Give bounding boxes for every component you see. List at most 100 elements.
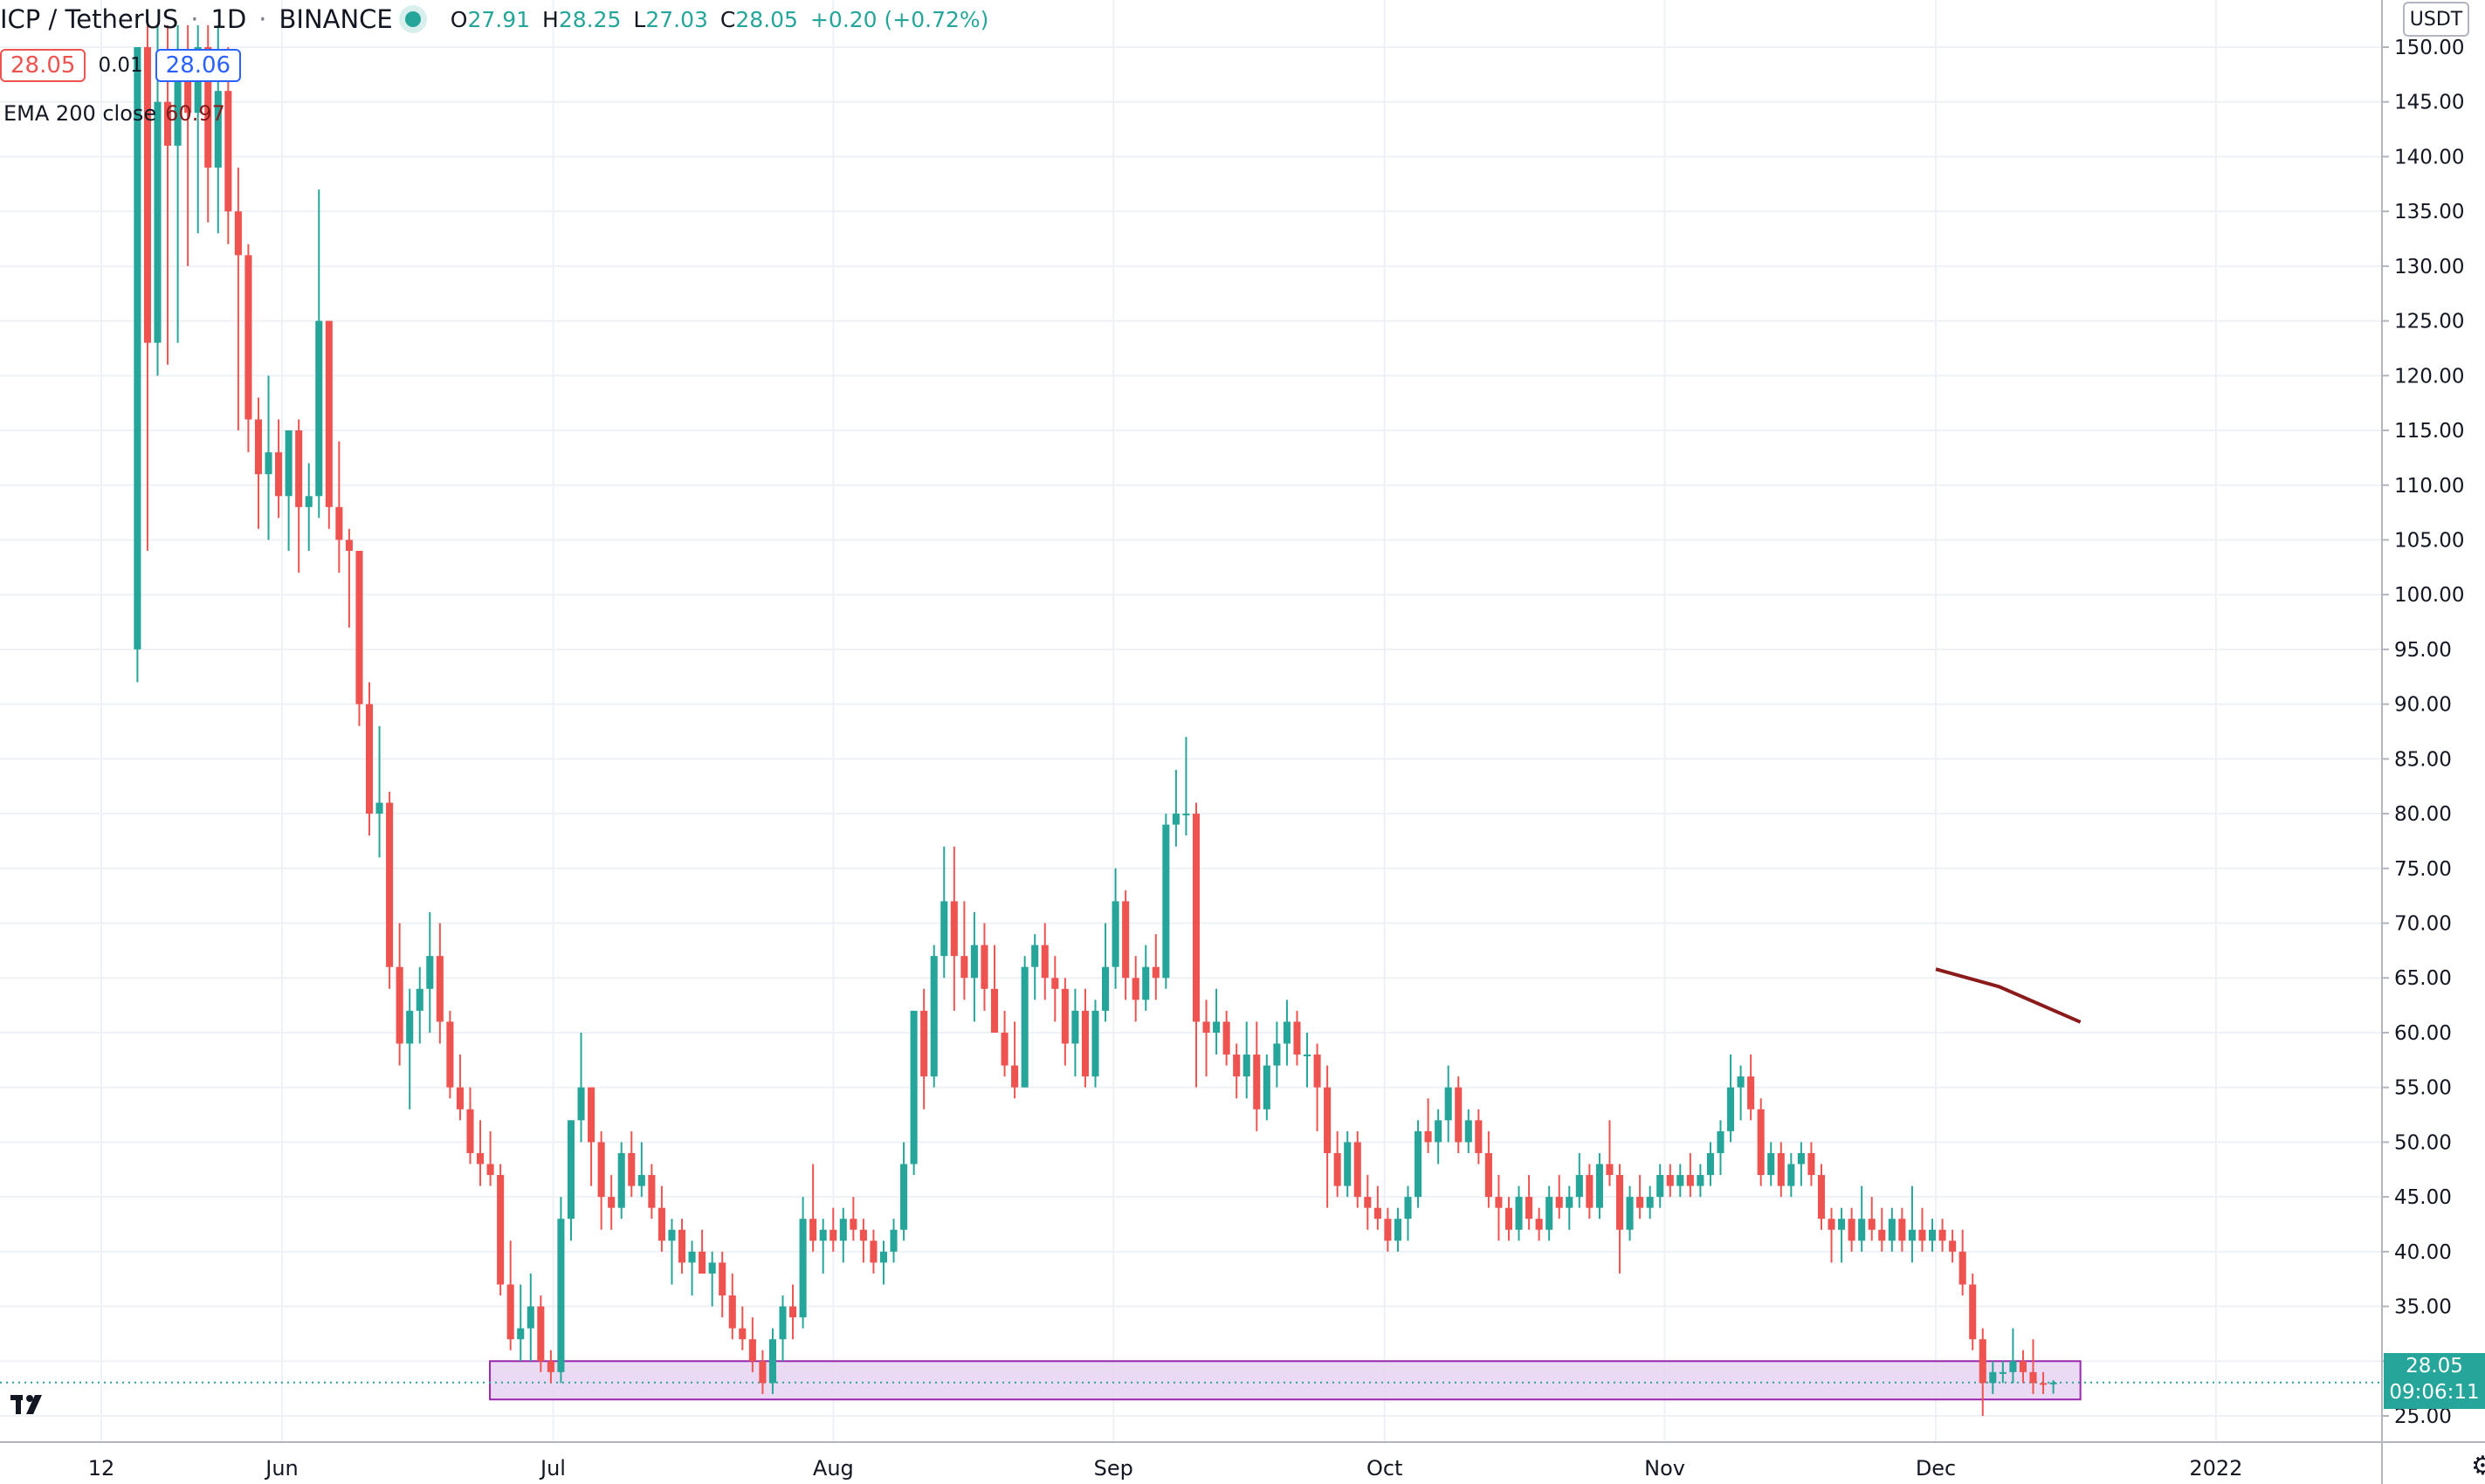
candle-body (1464, 1120, 1472, 1143)
spread-value: 0.01 (98, 54, 143, 77)
candle-body (265, 452, 272, 475)
y-tick-label: 70.00 (2394, 913, 2452, 936)
candle-body (365, 704, 374, 814)
candle-body (285, 430, 293, 497)
x-tick-label: Jul (539, 1456, 566, 1481)
candle-body (527, 1306, 534, 1329)
sell-price-button[interactable]: 28.05 (0, 49, 86, 82)
candle-body (1858, 1219, 1866, 1241)
candle-body (779, 1306, 787, 1340)
candle-body (1162, 824, 1170, 979)
candle-body (426, 956, 434, 989)
candle-body (1091, 1010, 1099, 1077)
candle-body (1797, 1152, 1805, 1165)
candle-body (1283, 1021, 1291, 1044)
candle-body (1999, 1371, 2007, 1374)
candle-body (184, 69, 192, 113)
header-separator: · (190, 4, 199, 34)
x-tick-label: Sep (1094, 1456, 1133, 1481)
candle-body (1706, 1152, 1714, 1176)
candle-body (2040, 1383, 2048, 1385)
candle-body (759, 1361, 767, 1384)
symbol-name[interactable]: ICP / TetherUS (0, 4, 179, 34)
candle-body (244, 255, 252, 420)
candle-body (1949, 1240, 1957, 1252)
y-tick-label: 135.00 (2394, 201, 2464, 223)
candle-body (355, 551, 363, 704)
interval-label[interactable]: 1D (210, 4, 247, 34)
candle-body (1001, 1032, 1008, 1066)
candle-body (1172, 814, 1180, 825)
candle-body (1646, 1197, 1654, 1208)
high-value: 28.25 (558, 6, 622, 32)
bid-ask-box: 28.05 0.01 28.06 (0, 47, 242, 84)
high-key: H (542, 6, 559, 32)
candle-body (446, 1021, 454, 1088)
candle-body (1051, 978, 1059, 989)
currency-label[interactable]: USDT (2403, 2, 2469, 37)
bar-countdown: 09:06:11 (2389, 1381, 2480, 1404)
market-status-icon (404, 11, 421, 27)
candle-body (506, 1284, 514, 1340)
candle-body (728, 1295, 736, 1329)
y-tick-label: 100.00 (2394, 584, 2464, 607)
symbol-header: ICP / TetherUS · 1D · BINANCE O27.91 H28… (0, 0, 1001, 38)
x-tick-label: Jun (264, 1456, 299, 1481)
y-tick-label: 115.00 (2394, 420, 2464, 443)
candle-body (1263, 1065, 1270, 1110)
candle-body (1848, 1219, 1855, 1241)
candle-body (1071, 1010, 1079, 1044)
support-zone-rect (489, 1360, 2082, 1401)
candle-body (466, 1109, 474, 1153)
candle-body (879, 1251, 888, 1263)
candle-body (1233, 1055, 1241, 1077)
candle-body (1727, 1087, 1735, 1131)
candle-body (859, 1229, 867, 1241)
tradingview-logo[interactable] (9, 1383, 52, 1426)
y-tick-label: 25.00 (2394, 1405, 2452, 1428)
ema-legend[interactable]: EMA 200 close 60.97 (3, 101, 225, 126)
candle-body (1364, 1197, 1372, 1208)
candle-body (890, 1229, 898, 1252)
candle-body (617, 1152, 625, 1208)
candle-body (809, 1219, 817, 1241)
candle-body (497, 1175, 505, 1285)
candle-body (517, 1328, 525, 1340)
buy-price-button[interactable]: 28.06 (155, 49, 242, 82)
y-tick-label: 55.00 (2394, 1077, 2452, 1100)
candle-body (164, 101, 172, 146)
y-tick-label: 90.00 (2394, 694, 2452, 717)
candle-body (819, 1229, 827, 1241)
candle-body (1021, 966, 1029, 1088)
last-price-tag: 28.05 09:06:11 (2384, 1353, 2485, 1409)
candle-body (406, 1010, 414, 1044)
candle-body (1455, 1087, 1463, 1143)
close-value: 28.05 (735, 6, 798, 32)
candle-body (1011, 1065, 1019, 1088)
candle-body (1475, 1120, 1483, 1153)
y-tick-label: 75.00 (2394, 858, 2452, 881)
y-tick-label: 45.00 (2394, 1186, 2452, 1209)
candle-body (134, 47, 141, 649)
candle-body (2049, 1382, 2057, 1384)
candle-body (1373, 1207, 1381, 1219)
candle-body (1444, 1087, 1452, 1121)
candle-body (477, 1152, 485, 1165)
candle-body (547, 1361, 554, 1372)
candle-body (789, 1306, 797, 1318)
candle-body (1878, 1229, 1886, 1241)
candle-body (1656, 1175, 1664, 1198)
y-tick-label: 125.00 (2394, 311, 2464, 333)
candle-body (1566, 1197, 1573, 1208)
last-price: 28.05 (2406, 1355, 2463, 1378)
candle-body (315, 320, 323, 497)
candle-body (1142, 966, 1150, 1000)
candle-body (456, 1087, 464, 1110)
settings-gear-icon[interactable]: ⚙ (2471, 1451, 2485, 1481)
candle-body (1535, 1219, 1543, 1230)
candle-body (375, 802, 383, 814)
candle-body (699, 1251, 706, 1274)
exchange-label: BINANCE (279, 4, 393, 34)
candle-body (1697, 1175, 1704, 1186)
